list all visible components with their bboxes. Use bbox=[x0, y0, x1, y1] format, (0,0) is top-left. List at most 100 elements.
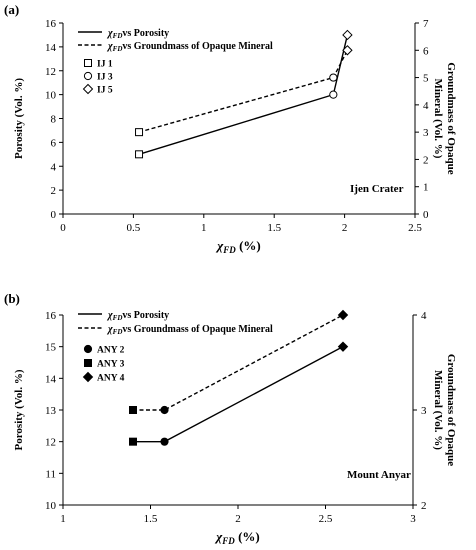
x-axis-label: χFD (%) bbox=[215, 238, 260, 255]
legend-line-label: χFDvs Porosity bbox=[106, 310, 169, 322]
legend-text: vs Groundmass of Opaque Mineral bbox=[122, 324, 273, 335]
legend-marker-open-square bbox=[84, 59, 92, 67]
legend-marker-label: ANY 4 bbox=[97, 374, 125, 384]
y-right-tick-label: 3 bbox=[421, 405, 427, 417]
legend-line-label: χFDvs Porosity bbox=[106, 28, 169, 40]
y-left-tick-label: 2 bbox=[51, 185, 57, 197]
legend-marker-label: ANY 2 bbox=[97, 346, 125, 356]
y-right-axis-label-line2: Mineral (Vol. %) bbox=[432, 370, 444, 450]
y-right-tick-label: 5 bbox=[423, 73, 429, 85]
legend-marker-label: IJ 1 bbox=[97, 60, 113, 70]
y-right-axis-label-line1: Groundmass of Opaque bbox=[445, 62, 457, 174]
y-left-tick-label: 4 bbox=[51, 161, 57, 173]
x-axis-label: χFD (%) bbox=[214, 529, 259, 546]
legend-marker-filled-circle bbox=[83, 344, 93, 354]
legend-line-label: χFDvs Groundmass of Opaque Mineral bbox=[106, 41, 273, 53]
x-tick-label: 1 bbox=[201, 222, 207, 234]
y-right-tick-label: 3 bbox=[423, 127, 429, 139]
legend-marker-label: IJ 3 bbox=[97, 73, 113, 83]
y-right-tick-label: 1 bbox=[423, 182, 429, 194]
legend-text: vs Porosity bbox=[122, 28, 169, 39]
y-left-tick-label: 10 bbox=[45, 90, 57, 102]
y-left-tick-label: 11 bbox=[45, 468, 56, 480]
y-left-tick-label: 12 bbox=[45, 66, 56, 78]
legend-marker-filled-square bbox=[84, 359, 92, 367]
y-right-tick-label: 2 bbox=[421, 500, 427, 512]
x-axis-label-symbol: χ bbox=[214, 529, 223, 544]
data-point-open-square bbox=[135, 150, 144, 159]
y-left-axis-label: Porosity (Vol. %) bbox=[13, 369, 25, 450]
chart-panel-a: (a)0 0.5 1 1.5 2 2.5024681012141601234567χFD … bbox=[4, 2, 457, 255]
legend-marker-label: IJ 5 bbox=[97, 86, 113, 96]
y-left-tick-label: 10 bbox=[45, 500, 57, 512]
panel-label: (b) bbox=[4, 291, 20, 306]
x-tick-label: 2 bbox=[342, 222, 348, 234]
y-right-tick-label: 2 bbox=[423, 154, 429, 166]
legend-symbol: χ bbox=[106, 41, 113, 52]
y-left-tick-label: 14 bbox=[45, 42, 57, 54]
x-tick-label: 0.5 bbox=[127, 222, 141, 234]
y-left-axis-label: Porosity (Vol. %) bbox=[13, 78, 25, 159]
data-point-filled-circle bbox=[160, 437, 169, 446]
series-line-left bbox=[138, 34, 349, 155]
legend-symbol: χ bbox=[106, 324, 113, 335]
x-tick-label: 2.5 bbox=[408, 222, 422, 234]
y-left-tick-label: 6 bbox=[51, 137, 57, 149]
data-point-open-circle bbox=[329, 73, 338, 82]
x-tick-label: 3 bbox=[410, 513, 416, 525]
legend-marker-open-diamond bbox=[82, 83, 94, 95]
y-left-tick-label: 8 bbox=[51, 114, 57, 126]
series-line-right bbox=[138, 49, 349, 133]
data-point-open-circle bbox=[329, 90, 338, 99]
y-right-tick-label: 6 bbox=[423, 45, 429, 57]
x-tick-label: 2.5 bbox=[319, 513, 333, 525]
legend-marker-filled-diamond bbox=[82, 371, 94, 383]
x-tick-label: 0 bbox=[60, 222, 66, 234]
legend-symbol: χ bbox=[106, 28, 113, 39]
x-axis-label-sub: FD bbox=[222, 245, 236, 255]
legend-sub: FD bbox=[113, 314, 123, 322]
legend-symbol: χ bbox=[106, 310, 113, 321]
y-right-axis-label-line2: Mineral (Vol. %) bbox=[432, 79, 444, 159]
data-point-open-diamond bbox=[342, 45, 353, 56]
x-axis-label-sub: FD bbox=[221, 536, 235, 546]
panel-label: (a) bbox=[4, 2, 19, 17]
y-left-tick-label: 13 bbox=[45, 405, 57, 417]
legend-text: vs Groundmass of Opaque Mineral bbox=[122, 41, 273, 52]
legend-line-label: χFDvs Groundmass of Opaque Mineral bbox=[106, 324, 273, 336]
data-point-filled-square bbox=[129, 437, 137, 446]
data-point-filled-diamond bbox=[337, 341, 349, 352]
y-right-tick-label: 7 bbox=[423, 18, 429, 30]
legend-sub: FD bbox=[113, 32, 123, 40]
data-point-open-diamond bbox=[342, 29, 353, 41]
x-axis-label-symbol: χ bbox=[215, 238, 224, 253]
y-left-tick-label: 16 bbox=[45, 310, 57, 322]
x-tick-label: 1 bbox=[60, 513, 66, 525]
series-line-right bbox=[133, 314, 344, 411]
data-point-filled-square bbox=[129, 406, 137, 414]
y-left-tick-label: 14 bbox=[45, 373, 57, 385]
x-axis-label-unit: (%) bbox=[235, 529, 260, 544]
y-right-axis-label-line1: Groundmass of Opaque bbox=[445, 354, 457, 466]
y-right-tick-label: 4 bbox=[423, 100, 429, 112]
x-tick-label: 1.5 bbox=[267, 222, 281, 234]
location-annotation: Ijen Crater bbox=[350, 183, 404, 195]
y-left-tick-label: 15 bbox=[45, 342, 57, 354]
y-right-tick-label: 4 bbox=[421, 310, 427, 322]
legend-marker-open-circle bbox=[83, 71, 93, 81]
x-axis-label-unit: (%) bbox=[236, 238, 261, 253]
legend-text: vs Porosity bbox=[122, 310, 169, 321]
legend-sub: FD bbox=[113, 328, 123, 336]
y-right-tick-label: 0 bbox=[423, 209, 429, 221]
y-left-tick-label: 0 bbox=[51, 209, 57, 221]
legend-sub: FD bbox=[113, 45, 123, 53]
data-point-filled-circle bbox=[160, 405, 169, 415]
location-annotation: Mount Anyar bbox=[347, 469, 411, 481]
data-point-open-square bbox=[135, 128, 144, 137]
x-tick-label: 2 bbox=[235, 513, 241, 525]
y-left-tick-label: 16 bbox=[45, 18, 57, 30]
series-line-left bbox=[133, 346, 344, 443]
x-tick-label: 1.5 bbox=[144, 513, 158, 525]
